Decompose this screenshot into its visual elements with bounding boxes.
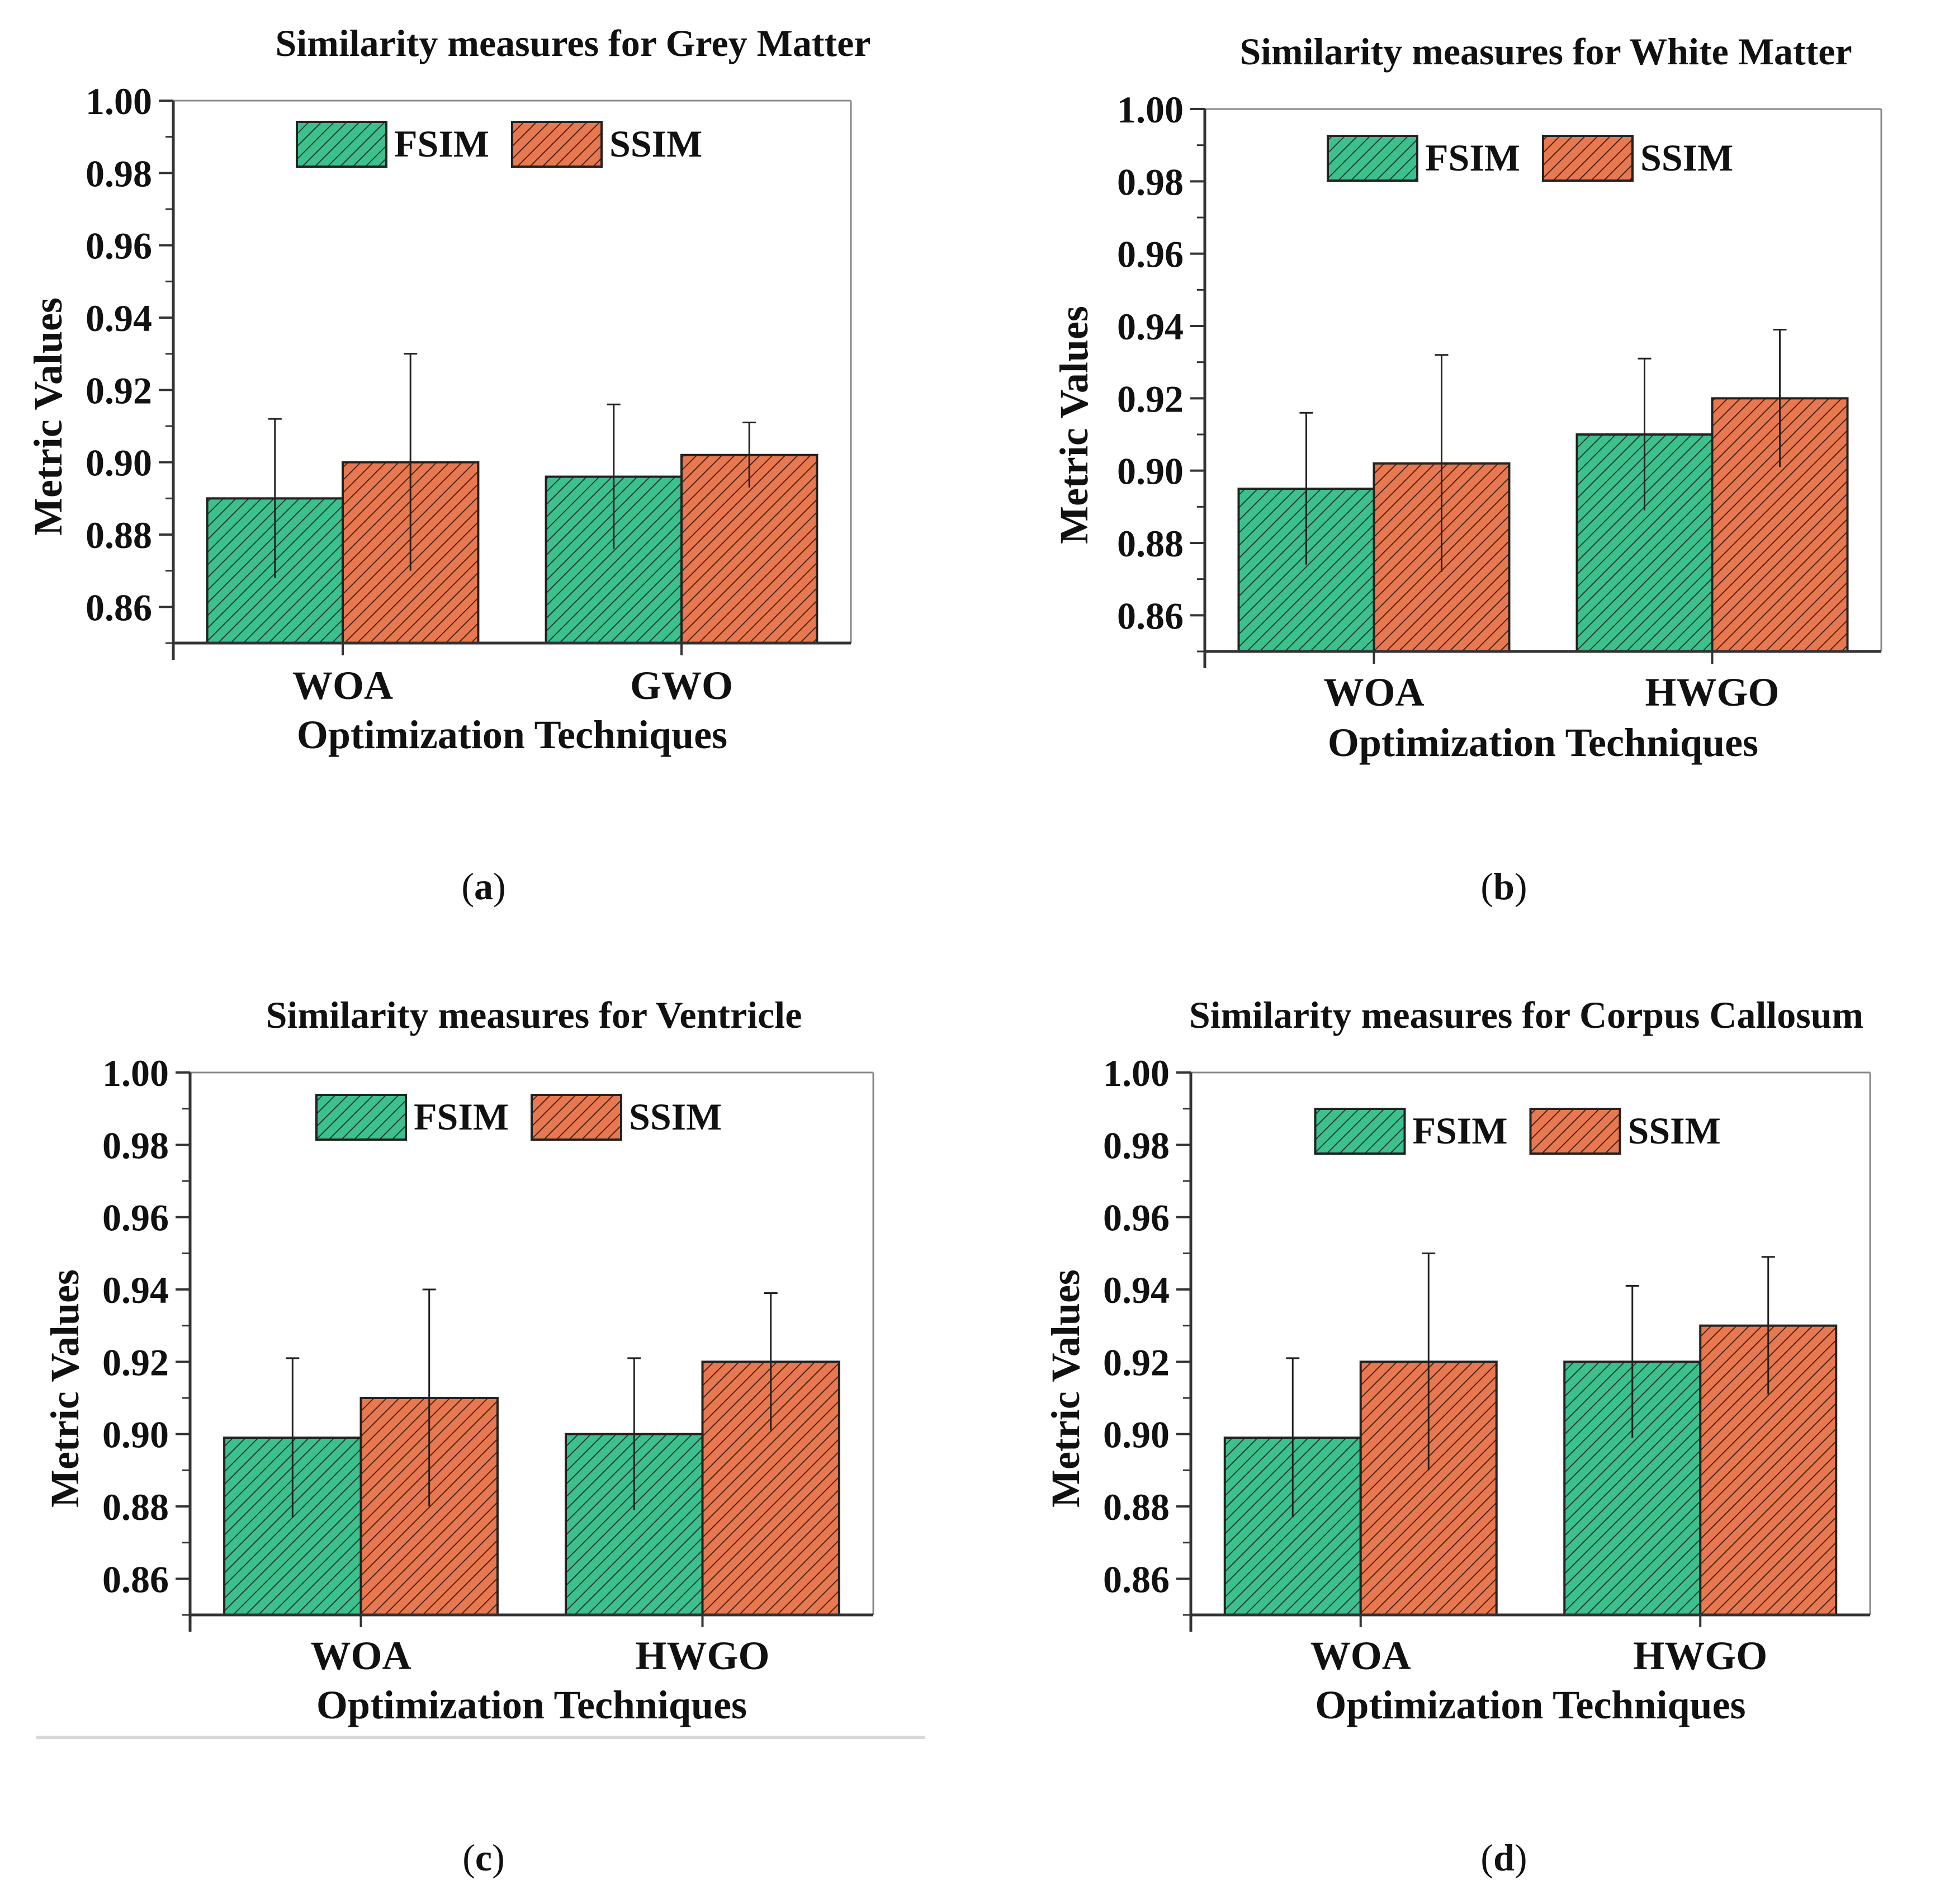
legend-label-fsim: FSIM [1425,136,1520,179]
panel-letter-c: c [475,1836,492,1879]
legend-label-fsim: FSIM [394,122,489,165]
x-axis-label: Optimization Techniques [297,712,727,757]
bar-ssim-woa [1359,1360,1498,1616]
y-tick-label: 0.94 [86,297,152,339]
y-tick-label: 1.00 [86,80,152,122]
legend-swatch-ssim [531,1094,622,1141]
y-tick-label: 0.90 [1117,450,1184,493]
legend: FSIM SSIM [296,121,702,168]
legend-label-fsim: FSIM [1413,1109,1508,1152]
charts-root: Similarity measures for Grey Matter WOA GW… [26,22,1882,1727]
y-tick-label: 0.88 [86,514,152,556]
legend-swatch-ssim [1542,135,1634,182]
bar-fsim-hwgo [1575,433,1714,653]
x-axis-label: Optimization Techniques [1315,1683,1745,1727]
y-tick-label: 0.90 [86,442,152,484]
y-tick-label: 0.86 [1117,594,1184,637]
x-tick-label: GWO [630,663,733,708]
panel-label-a: (a) [461,865,505,908]
y-tick-label: 0.88 [1117,522,1184,565]
y-tick-label: 0.92 [86,369,152,412]
y-tick-label: 0.96 [102,1197,169,1239]
y-tick-label: 0.88 [1103,1486,1170,1528]
panel-label-d: (d) [1480,1836,1527,1879]
y-tick-label: 0.98 [102,1124,169,1166]
legend-swatch-ssim [1529,1108,1621,1155]
chart-title: Similarity measures for Grey Matter [275,22,870,64]
chart-c: Similarity measures for Ventricle WOA HWGO… [42,994,874,1727]
legend-label-ssim: SSIM [1628,1109,1721,1152]
legend-swatch-fsim [1327,135,1418,182]
panel-label-b: (b) [1480,865,1527,908]
legend-label-ssim: SSIM [1640,136,1733,179]
y-tick-label: 1.00 [102,1052,169,1094]
y-axis-label: Metric Values [1052,306,1096,544]
y-tick-label: 1.00 [1117,88,1184,131]
legend-swatch-fsim [296,121,387,168]
chart-title: Similarity measures for White Matter [1239,30,1852,73]
bar-ssim-hwgo [1699,1324,1838,1617]
legend-swatch-fsim [1314,1108,1406,1155]
chart-title: Similarity measures for Ventricle [266,994,802,1036]
panel-letter-d: d [1493,1836,1515,1879]
chart-b: Similarity measures for White Matter WOA H… [1052,30,1882,765]
x-axis-label: Optimization Techniques [1328,720,1758,765]
y-tick-label: 0.88 [102,1486,169,1528]
y-tick-label: 0.86 [102,1558,169,1600]
y-tick-label: 0.86 [86,586,152,629]
x-tick-label: HWGO [635,1633,769,1678]
y-tick-label: 0.96 [86,225,152,267]
legend: FSIM SSIM [1314,1108,1721,1155]
legend-label-fsim: FSIM [414,1095,509,1138]
y-tick-label: 0.92 [102,1341,169,1383]
y-tick-label: 0.96 [1117,233,1184,276]
y-tick-label: 0.90 [102,1414,169,1456]
chart-d: Similarity measures for Corpus Callosum W… [1043,994,1871,1727]
legend-swatch-ssim [511,121,603,168]
y-tick-label: 0.90 [1103,1414,1170,1456]
y-tick-label: 0.94 [1103,1269,1170,1311]
y-tick-label: 0.92 [1103,1341,1170,1383]
y-axis-label: Metric Values [42,1269,87,1508]
legend-label-ssim: SSIM [609,122,702,165]
chart-a: Similarity measures for Grey Matter WOA GW… [26,22,871,757]
legend: FSIM SSIM [1327,135,1733,182]
panel-letter-a: a [474,865,493,908]
x-tick-label: WOA [311,1633,411,1678]
y-tick-label: 0.98 [86,152,152,195]
legend: FSIM SSIM [315,1094,722,1141]
x-tick-label: WOA [1324,670,1425,715]
x-tick-label: HWGO [1645,670,1779,715]
panel-letter-b: b [1493,865,1515,908]
x-tick-label: HWGO [1633,1633,1767,1678]
y-tick-label: 0.92 [1117,377,1184,420]
y-tick-label: 0.94 [102,1269,169,1311]
chart-title: Similarity measures for Corpus Callosum [1189,994,1863,1036]
y-tick-label: 0.98 [1103,1124,1170,1166]
y-tick-label: 0.96 [1103,1197,1170,1239]
y-axis-label: Metric Values [26,297,70,536]
x-axis-label: Optimization Techniques [316,1683,747,1727]
x-tick-label: WOA [1310,1633,1411,1678]
legend-swatch-fsim [315,1094,407,1141]
y-tick-label: 1.00 [1103,1052,1170,1094]
y-tick-label: 0.94 [1117,305,1184,348]
legend-label-ssim: SSIM [629,1095,722,1138]
y-axis-label: Metric Values [1043,1269,1088,1508]
panel-label-c: (c) [462,1836,505,1879]
y-tick-label: 0.98 [1117,160,1184,203]
y-tick-label: 0.86 [1103,1558,1170,1600]
x-tick-label: WOA [292,663,393,708]
